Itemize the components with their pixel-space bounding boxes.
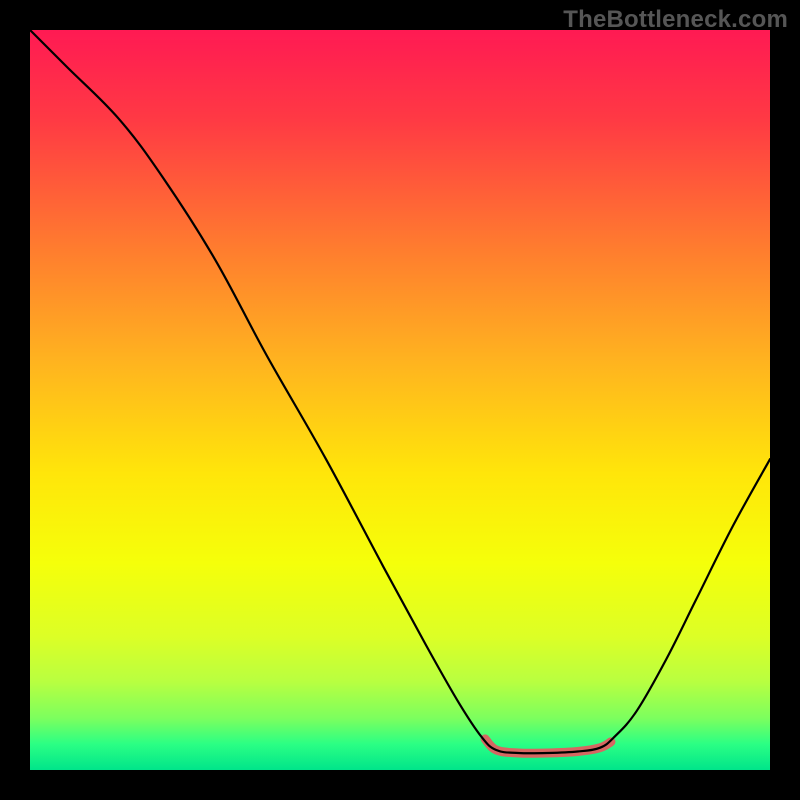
chart-frame: TheBottleneck.com [0, 0, 800, 800]
gradient-background [30, 30, 770, 770]
plot-svg [30, 30, 770, 770]
plot-area [30, 30, 770, 770]
